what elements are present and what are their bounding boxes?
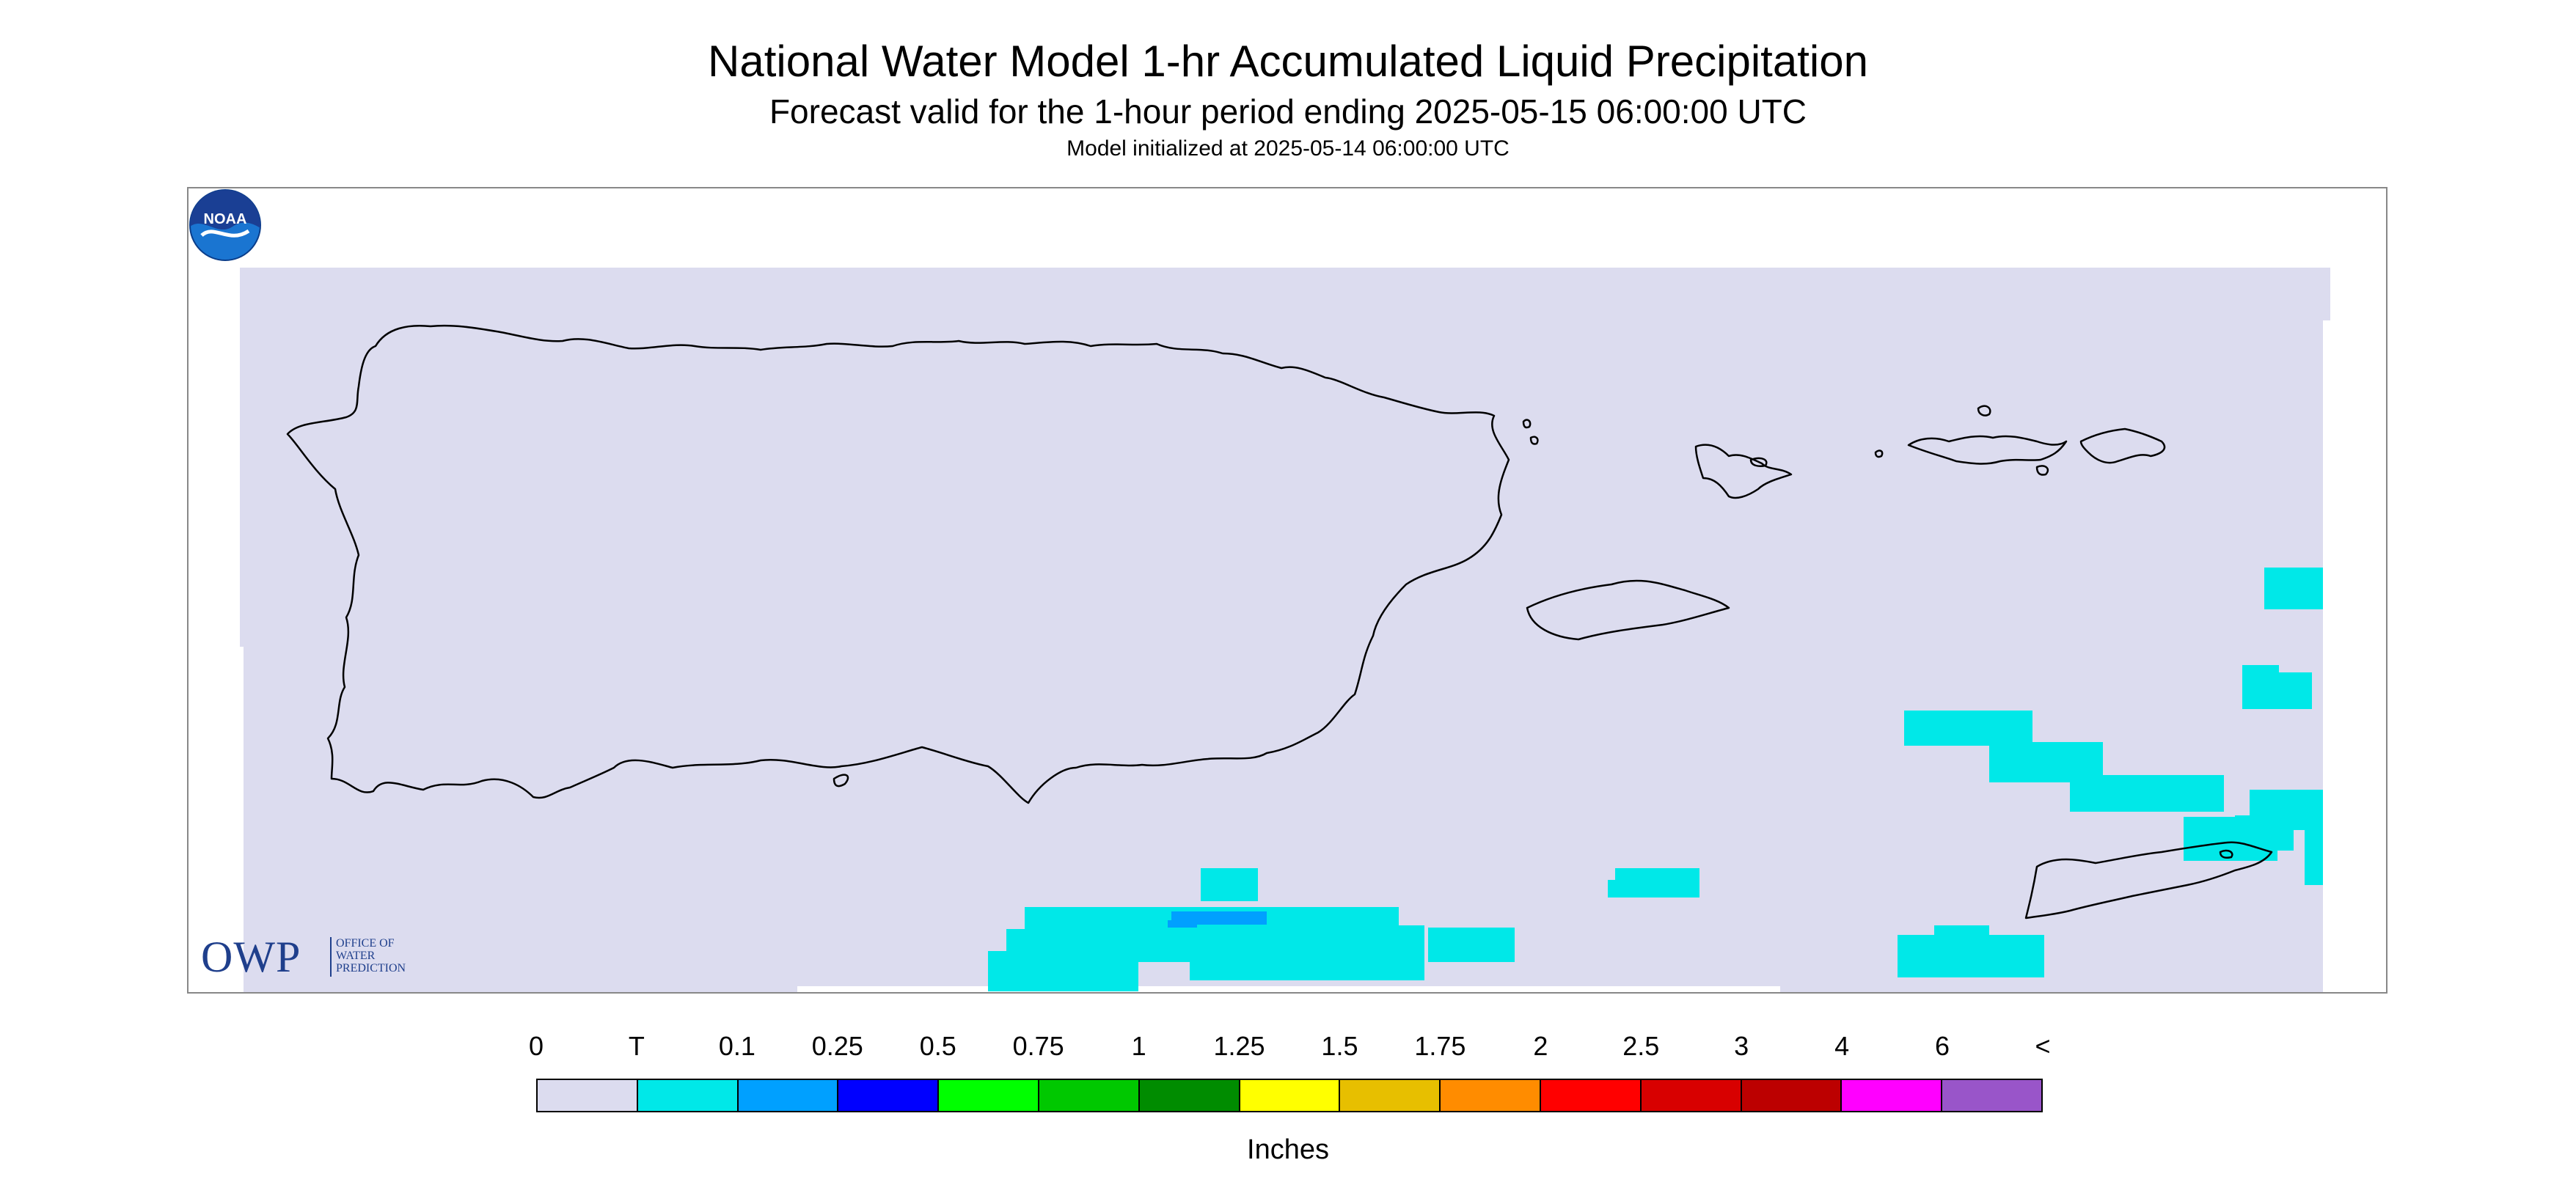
culebra-outline <box>1694 444 1793 499</box>
color-legend-bar <box>536 1079 2043 1112</box>
legend-tick-label: 6 <box>1935 1031 1950 1061</box>
legend-swatch-0 <box>538 1080 638 1111</box>
legend-swatch-4 <box>939 1080 1039 1111</box>
model-initialized-text: Model initialized at 2025-05-14 06:00:00… <box>1066 136 1510 161</box>
legend-swatch-5 <box>1039 1080 1140 1111</box>
legend-swatch-6 <box>1139 1080 1240 1111</box>
culebra-cays-outline <box>1522 419 1532 429</box>
owp-logo-text: OWP <box>201 933 301 981</box>
owp-line-3: PREDICTION <box>336 962 406 974</box>
legend-swatch-10 <box>1540 1080 1642 1111</box>
legend-tick-label: 2 <box>1533 1031 1548 1061</box>
precip-0-1-cell-2 <box>1168 920 1197 928</box>
legend-tick-label: 1.25 <box>1213 1031 1265 1061</box>
owp-logo-subtext: OFFICE OF WATER PREDICTION <box>336 937 406 974</box>
legend-tick-label: 0.75 <box>1012 1031 1064 1061</box>
desecheo-outline <box>833 774 849 788</box>
culebrita-outline <box>1749 457 1768 467</box>
forecast-valid-subtitle: Forecast valid for the 1-hour period end… <box>769 92 1807 131</box>
legend-tick-label: T <box>628 1031 645 1061</box>
legend-swatch-2 <box>738 1080 839 1111</box>
legend-swatch-3 <box>838 1080 940 1111</box>
legend-unit-label: Inches <box>1247 1134 1329 1165</box>
legend-labels: 0 T 0.1 0.25 0.5 0.75 1 1.25 1.5 1.75 2 2.5 3 4 6 < <box>506 1030 2068 1067</box>
owp-logo-divider <box>330 937 332 977</box>
legend-swatch-7 <box>1240 1080 1341 1111</box>
tortola-islets-outline <box>1977 405 1991 416</box>
legend-tick-label: 0.5 <box>919 1031 956 1061</box>
culebra-cay-2 <box>1529 436 1539 445</box>
precipitation-map: OWP OFFICE OF WATER PREDICTION NOAA <box>187 187 2387 994</box>
buck-island-outline <box>2219 849 2233 859</box>
owp-logo: OWP OFFICE OF WATER PREDICTION <box>201 931 436 983</box>
owp-line-2: WATER <box>336 950 376 962</box>
st-thomas-outline <box>1907 435 2068 465</box>
legend-swatch-1 <box>637 1080 739 1111</box>
coastlines <box>286 324 2273 919</box>
legend-tick-label: 1 <box>1131 1031 1146 1061</box>
water-island-outline <box>2035 465 2049 476</box>
blank-strip <box>797 986 1780 992</box>
trace-cells <box>988 568 2323 991</box>
legend-tick-label: 4 <box>1834 1031 1850 1061</box>
legend-tick-label: 3 <box>1734 1031 1749 1061</box>
legend-tick-label: < <box>2035 1031 2051 1061</box>
map-title: National Water Model 1-hr Accumulated Li… <box>708 37 1868 86</box>
noaa-logo: NOAA <box>189 189 261 261</box>
noaa-logo-text: NOAA <box>204 211 247 227</box>
st-croix-outline <box>2024 841 2273 919</box>
puerto-rico-outline <box>286 324 1510 804</box>
owp-line-1: OFFICE OF <box>336 937 395 950</box>
legend-swatch-9 <box>1441 1080 1541 1111</box>
legend-swatch-8 <box>1340 1080 1441 1111</box>
legend-swatch-12 <box>1741 1080 1843 1111</box>
legend-swatch-11 <box>1641 1080 1742 1111</box>
legend-swatch-14 <box>1942 1080 2041 1111</box>
precip-domain <box>240 268 2330 992</box>
legend-tick-label: 1.75 <box>1414 1031 1466 1061</box>
small-cay-outline <box>1874 449 1884 458</box>
legend-swatch-13 <box>1842 1080 1943 1111</box>
vieques-outline <box>1526 579 1730 641</box>
legend-tick-label: 0 <box>528 1031 544 1061</box>
map-svg <box>240 268 2330 992</box>
legend-tick-label: 1.5 <box>1321 1031 1358 1061</box>
legend-tick-label: 0.1 <box>718 1031 755 1061</box>
st-john-outline <box>2079 427 2166 464</box>
legend-tick-label: 2.5 <box>1622 1031 1660 1061</box>
legend-tick-label: 0.25 <box>811 1031 863 1061</box>
